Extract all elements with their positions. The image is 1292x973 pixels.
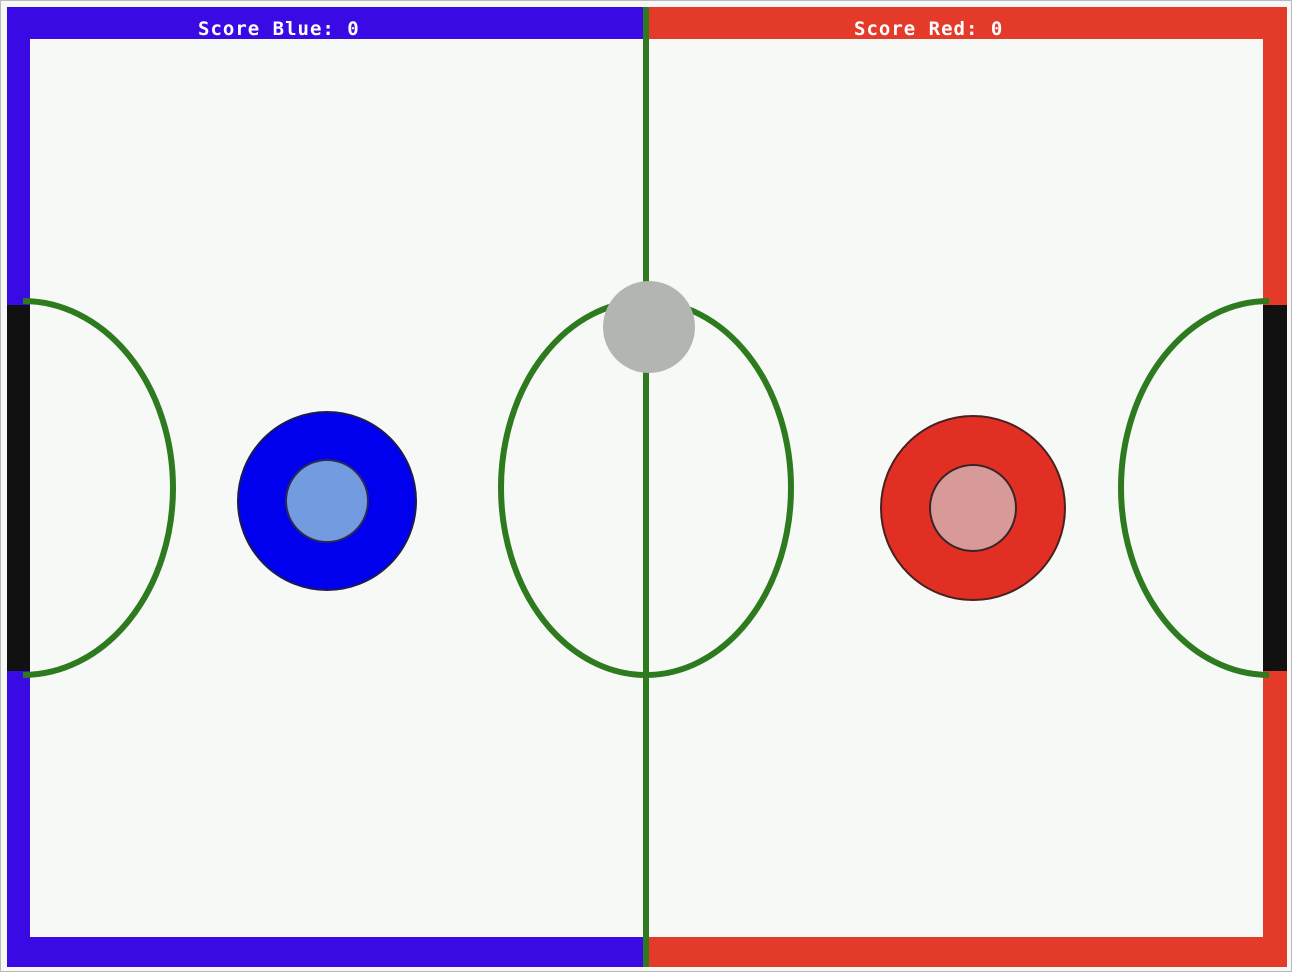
red-mallet-knob	[929, 464, 1017, 552]
center-line	[643, 7, 649, 967]
blue-mallet-knob	[285, 459, 369, 543]
red-goal	[1263, 305, 1287, 671]
score-red-label: Score Red: 0	[854, 18, 1004, 40]
puck[interactable]	[603, 281, 695, 373]
score-blue-label: Score Blue: 0	[198, 18, 360, 40]
red-mallet[interactable]	[880, 415, 1066, 601]
blue-goal-crease	[22, 298, 176, 678]
blue-mallet[interactable]	[237, 411, 417, 591]
blue-goal	[7, 305, 31, 671]
red-goal-crease	[1118, 298, 1270, 678]
